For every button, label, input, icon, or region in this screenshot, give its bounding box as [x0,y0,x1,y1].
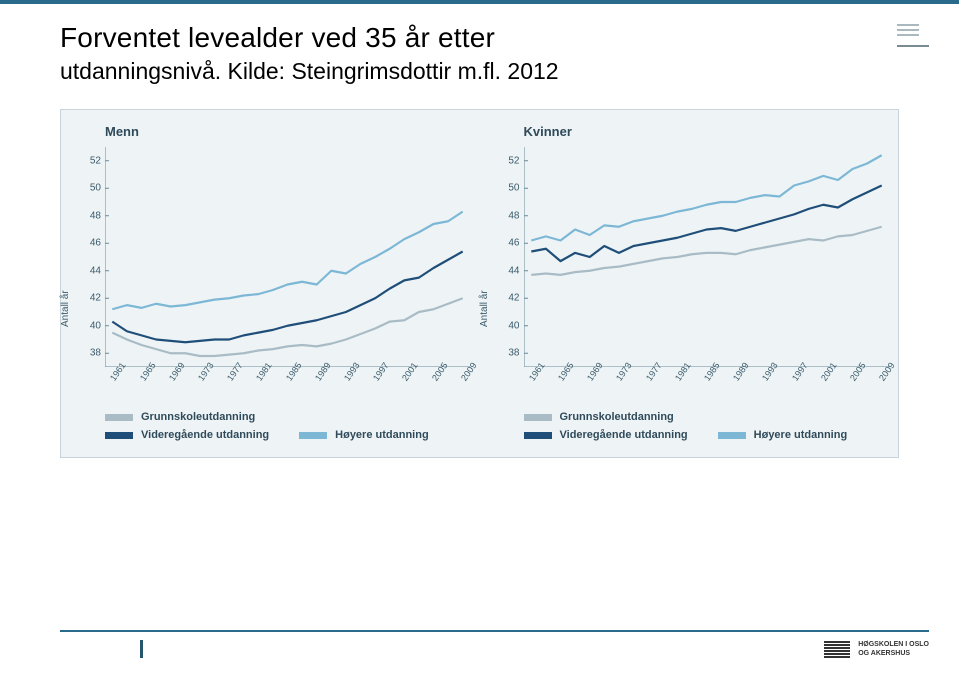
subtitle-strong: utdanningsnivå. [60,58,221,84]
y-tick: 38 [81,348,101,359]
charts-container: Menn Antall år 3840424446485052 19611965… [60,109,899,458]
legend-swatch [524,414,552,421]
subtitle-rest: Kilde: Steingrimsdottir m.fl. 2012 [221,58,558,84]
legend-swatch [299,432,327,439]
y-tick: 44 [500,265,520,276]
legend-swatch [718,432,746,439]
y-tick: 50 [81,183,101,194]
institution-line2: OG AKERSHUS [858,650,929,658]
page-title-line2: utdanningsnivå. Kilde: Steingrimsdottir … [60,58,959,85]
legend-label: Grunnskoleutdanning [141,411,255,423]
y-tick: 52 [500,155,520,166]
page-title-line1: Forventet levealder ved 35 år etter [60,22,959,54]
panel-title-menn: Menn [105,124,470,139]
legend-item-videregaende: Videregående utdanning [524,429,688,441]
series-videregaende [112,252,462,343]
y-tick: 46 [500,238,520,249]
y-axis-label: Antall år [60,290,71,327]
legend-swatch [524,432,552,439]
legend-label: Høyere utdanning [335,429,429,441]
institution-name: HØGSKOLEN I OSLO OG AKERSHUS [858,641,929,658]
y-tick: 38 [500,348,520,359]
y-tick: 40 [500,320,520,331]
plot-kvinner: Antall år 3840424446485052 [524,147,889,367]
y-tick: 44 [81,265,101,276]
panel-title-kvinner: Kvinner [524,124,889,139]
corner-decoration [897,24,929,47]
legend-label: Videregående utdanning [141,429,269,441]
y-tick: 48 [81,210,101,221]
legend-label: Grunnskoleutdanning [560,411,674,423]
legend-item-hoyere: Høyere utdanning [718,429,848,441]
legend-swatch [105,414,133,421]
series-grunnskole [112,298,462,356]
y-tick: 40 [81,320,101,331]
y-tick: 46 [81,238,101,249]
institution-line1: HØGSKOLEN I OSLO [858,641,929,649]
y-tick: 48 [500,210,520,221]
legend-item-videregaende: Videregående utdanning [105,429,269,441]
institution-logo: HØGSKOLEN I OSLO OG AKERSHUS [824,641,929,658]
x-ticks-menn: 1961196519691973197719811985198919931997… [105,371,470,405]
chart-svg [105,147,470,367]
legend-menn: Grunnskoleutdanning Videregående utdanni… [105,411,470,441]
legend-item-grunnskole: Grunnskoleutdanning [524,411,674,423]
series-videregaende [531,186,881,262]
y-axis-label: Antall år [479,290,490,327]
panel-menn: Menn Antall år 3840424446485052 19611965… [71,124,470,447]
series-hoyere [112,212,462,310]
y-tick: 50 [500,183,520,194]
panel-kvinner: Kvinner Antall år 3840424446485052 19611… [490,124,889,447]
logo-bars-icon [824,641,850,658]
y-tick: 52 [81,155,101,166]
legend-swatch [105,432,133,439]
legend-item-hoyere: Høyere utdanning [299,429,429,441]
legend-item-grunnskole: Grunnskoleutdanning [105,411,255,423]
plot-menn: Antall år 3840424446485052 [105,147,470,367]
footer-bar: HØGSKOLEN I OSLO OG AKERSHUS [60,630,929,658]
y-tick: 42 [500,293,520,304]
footer-dash [140,640,143,658]
top-rule [0,0,959,4]
series-hoyere [531,155,881,240]
x-ticks-kvinner: 1961196519691973197719811985198919931997… [524,371,889,405]
legend-label: Høyere utdanning [754,429,848,441]
y-tick: 42 [81,293,101,304]
legend-kvinner: Grunnskoleutdanning Videregående utdanni… [524,411,889,441]
chart-svg [524,147,889,367]
legend-label: Videregående utdanning [560,429,688,441]
